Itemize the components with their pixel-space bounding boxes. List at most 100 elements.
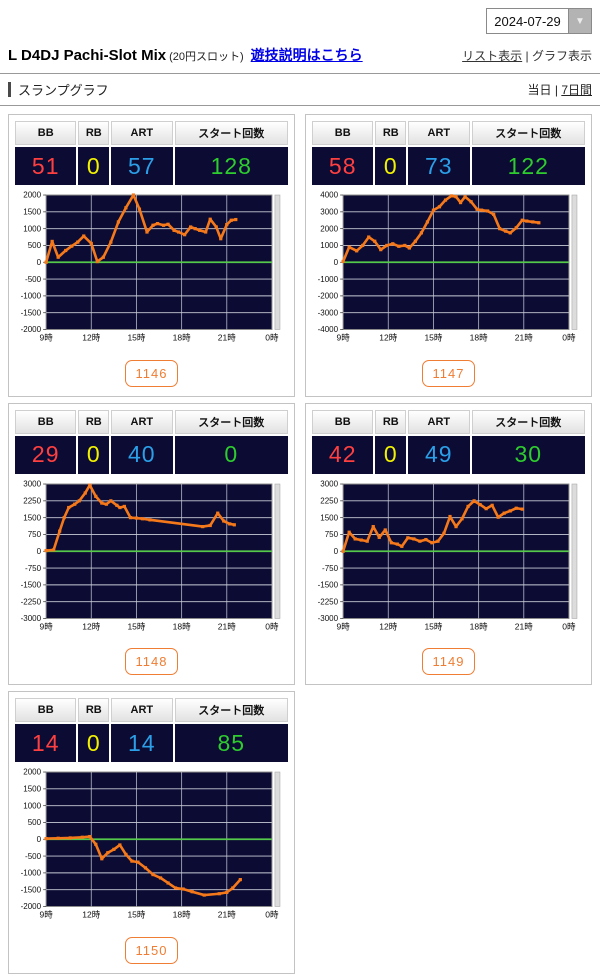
svg-text:9時: 9時 xyxy=(39,333,53,343)
svg-text:-1000: -1000 xyxy=(318,275,339,284)
stats-header-art: ART xyxy=(111,698,173,723)
stats-header-start: スタート回数 xyxy=(471,121,585,145)
stats-header-art: ART xyxy=(111,409,173,434)
rb-count: 0 xyxy=(78,724,110,763)
svg-text:0: 0 xyxy=(334,258,339,267)
divider xyxy=(0,73,600,74)
list-view-link[interactable]: リスト表示 xyxy=(462,49,523,63)
svg-text:18時: 18時 xyxy=(173,621,191,631)
stats-header-art: ART xyxy=(111,121,173,145)
svg-text:12時: 12時 xyxy=(379,333,397,343)
svg-text:0: 0 xyxy=(334,547,339,556)
bb-count: 51 xyxy=(15,147,77,185)
graph-view-label: グラフ表示 xyxy=(531,49,592,63)
svg-text:9時: 9時 xyxy=(39,621,53,631)
svg-text:0時: 0時 xyxy=(265,910,279,920)
svg-text:-3000: -3000 xyxy=(318,614,339,623)
slump-graph: -3000 -2250 -1500 -750 0 750 1500 2250 3000 9時 12時… xyxy=(21,479,281,631)
bb-count: 58 xyxy=(312,147,374,185)
svg-text:2000: 2000 xyxy=(320,224,338,233)
stats-table: BB RB ART スタート回数 14 0 14 85 xyxy=(13,696,290,764)
stats-header-art: ART xyxy=(408,409,470,434)
svg-text:-1000: -1000 xyxy=(21,869,42,878)
svg-text:1500: 1500 xyxy=(23,208,41,217)
stats-header-bb: BB xyxy=(15,121,77,145)
svg-text:-1500: -1500 xyxy=(21,308,42,317)
svg-text:-2000: -2000 xyxy=(21,325,42,334)
machine-number-badge[interactable]: 1149 xyxy=(421,648,476,676)
period-week-link[interactable]: 7日間 xyxy=(561,83,592,97)
machine-number-badge[interactable]: 1148 xyxy=(124,648,179,676)
svg-text:0時: 0時 xyxy=(265,333,279,343)
svg-text:-1500: -1500 xyxy=(21,886,42,895)
svg-text:-3000: -3000 xyxy=(318,308,339,317)
period-today-label: 当日 xyxy=(527,83,552,97)
svg-text:18時: 18時 xyxy=(173,910,191,920)
svg-text:1500: 1500 xyxy=(23,785,41,794)
stats-header-rb: RB xyxy=(375,121,407,145)
slump-graph: -2000 -1500 -1000 -500 0 500 1000 1500 2000 9時 12時… xyxy=(21,191,281,343)
rb-count: 0 xyxy=(375,435,407,474)
svg-text:0時: 0時 xyxy=(265,621,279,631)
bb-count: 42 xyxy=(312,435,374,474)
slump-graph: -2000 -1500 -1000 -500 0 500 1000 1500 2000 9時 12時… xyxy=(21,768,281,920)
start-count: 30 xyxy=(471,435,585,474)
chevron-down-icon[interactable]: ▼ xyxy=(568,9,591,33)
svg-text:12時: 12時 xyxy=(82,333,100,343)
stats-header-rb: RB xyxy=(78,409,110,434)
art-count: 57 xyxy=(111,147,173,185)
svg-text:3000: 3000 xyxy=(320,479,338,488)
stats-header-bb: BB xyxy=(15,698,77,723)
machine-number-badge[interactable]: 1147 xyxy=(421,359,476,387)
stats-header-start: スタート回数 xyxy=(174,409,288,434)
machine-number-badge[interactable]: 1146 xyxy=(124,359,179,387)
svg-text:-2250: -2250 xyxy=(21,597,42,606)
svg-text:21時: 21時 xyxy=(218,910,236,920)
stats-header-rb: RB xyxy=(375,409,407,434)
bb-count: 29 xyxy=(15,435,77,474)
title-row: L D4DJ Pachi-Slot Mix (20円スロット) 遊技説明はこちら… xyxy=(0,34,600,73)
svg-text:-4000: -4000 xyxy=(318,325,339,334)
svg-text:18時: 18時 xyxy=(470,333,488,343)
svg-text:500: 500 xyxy=(28,818,42,827)
svg-text:0: 0 xyxy=(37,547,42,556)
view-separator: | xyxy=(525,49,529,63)
svg-text:4000: 4000 xyxy=(320,191,338,200)
machine-panel: BB RB ART スタート回数 58 0 73 122 -4000 -3000 -… xyxy=(305,114,592,397)
svg-text:15時: 15時 xyxy=(127,621,145,631)
section-accent-bar xyxy=(8,82,11,97)
svg-text:9時: 9時 xyxy=(336,621,350,631)
svg-text:1500: 1500 xyxy=(320,513,338,522)
svg-text:21時: 21時 xyxy=(515,333,533,343)
svg-text:12時: 12時 xyxy=(82,910,100,920)
top-bar: 2024-07-29 ▼ xyxy=(0,0,600,34)
svg-text:-2000: -2000 xyxy=(21,902,42,911)
svg-text:0: 0 xyxy=(37,258,42,267)
stats-header-rb: RB xyxy=(78,121,110,145)
svg-text:15時: 15時 xyxy=(127,333,145,343)
art-count: 14 xyxy=(111,724,173,763)
date-value: 2024-07-29 xyxy=(494,13,561,29)
svg-text:1000: 1000 xyxy=(320,241,338,250)
start-count: 128 xyxy=(174,147,288,185)
stats-header-start: スタート回数 xyxy=(471,409,585,434)
slump-graph: -3000 -2250 -1500 -750 0 750 1500 2250 3000 9時 12時… xyxy=(318,479,578,631)
svg-text:2000: 2000 xyxy=(23,191,41,200)
game-info-link[interactable]: 遊技説明はこちら xyxy=(250,47,363,63)
stats-header-bb: BB xyxy=(15,409,77,434)
machine-panel: BB RB ART スタート回数 14 0 14 85 -2000 -1500 -1… xyxy=(8,691,295,974)
stats-table: BB RB ART スタート回数 58 0 73 122 xyxy=(310,119,587,187)
svg-text:1000: 1000 xyxy=(23,224,41,233)
svg-text:-1000: -1000 xyxy=(21,292,42,301)
svg-text:2000: 2000 xyxy=(23,768,41,777)
svg-text:-750: -750 xyxy=(322,563,339,572)
machine-panel: BB RB ART スタート回数 51 0 57 128 -2000 -1500-… xyxy=(8,114,295,397)
art-count: 73 xyxy=(408,147,470,185)
bb-count: 14 xyxy=(15,724,77,763)
svg-text:750: 750 xyxy=(325,530,339,539)
date-selector[interactable]: 2024-07-29 ▼ xyxy=(486,8,592,34)
svg-text:9時: 9時 xyxy=(336,333,350,343)
svg-text:2250: 2250 xyxy=(23,496,41,505)
stats-header-start: スタート回数 xyxy=(174,698,288,723)
machine-number-badge[interactable]: 1150 xyxy=(124,936,179,964)
